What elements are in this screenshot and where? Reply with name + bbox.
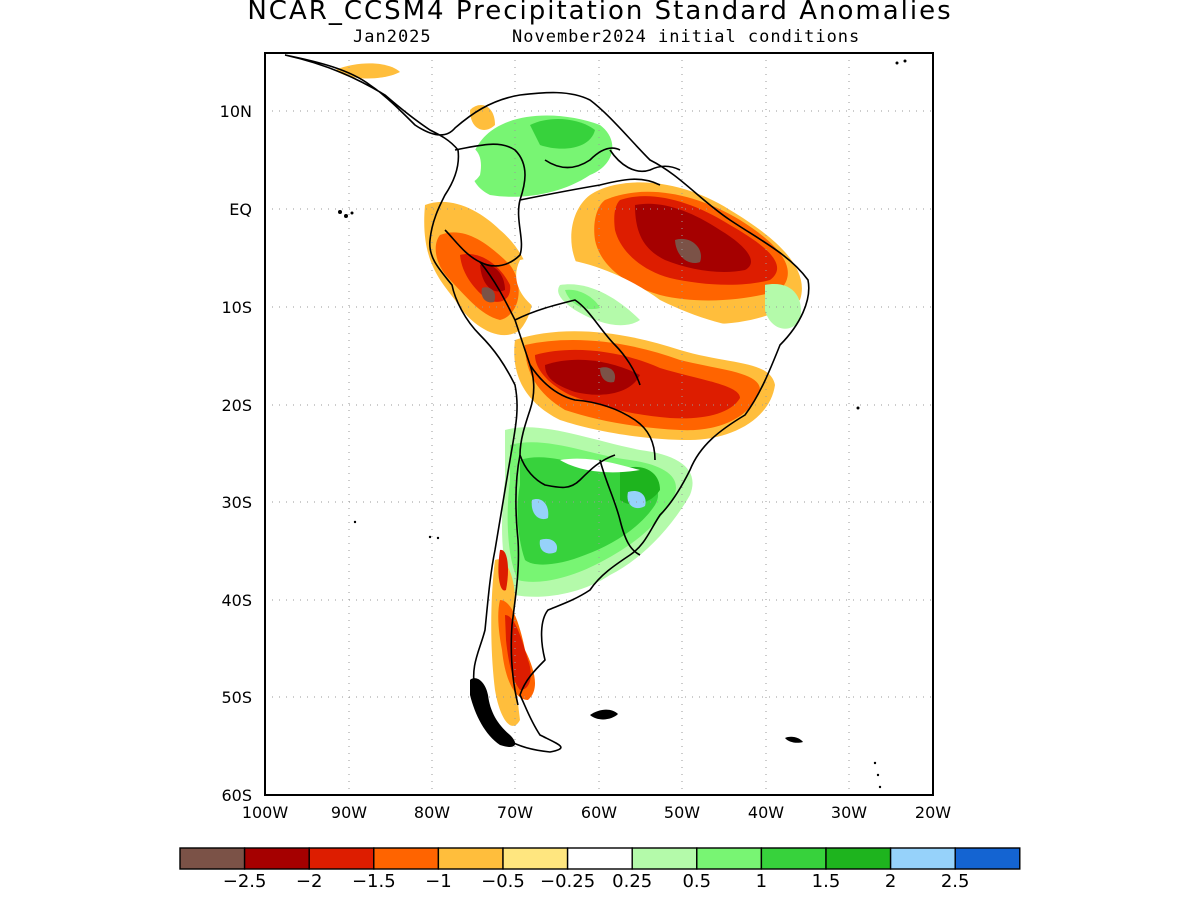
- colorbar-tick-label: −2.5: [222, 871, 267, 892]
- colorbar-swatch: [631, 847, 698, 870]
- colorbar-tick-label: 0.25: [612, 871, 653, 892]
- colorbar-tick-label: −2: [295, 871, 323, 892]
- chart-title: NCAR_CCSM4 Precipitation Standard Anomal…: [247, 0, 953, 26]
- initial-conditions-label: November2024 initial conditions: [512, 27, 861, 47]
- lon-label: 30W: [830, 803, 868, 822]
- lon-label: 40W: [747, 803, 785, 822]
- lat-label: 50S: [221, 688, 252, 707]
- lon-label: 90W: [330, 803, 368, 822]
- colorbar-swatch: [243, 847, 310, 870]
- coastlines: [284, 54, 810, 753]
- colorbar: [179, 847, 1021, 870]
- lat-label: 10S: [221, 298, 252, 317]
- lon-label: 100W: [241, 803, 289, 822]
- valid-month-label: Jan2025: [353, 27, 432, 47]
- lon-label: 70W: [496, 803, 534, 822]
- colorbar-swatch: [889, 847, 956, 870]
- colorbar-swatch: [825, 847, 892, 870]
- anomaly-shading: [335, 63, 802, 726]
- lat-label: EQ: [229, 200, 252, 219]
- colorbar-swatch: [696, 847, 763, 870]
- colorbar-tick-label: −0.5: [481, 871, 525, 892]
- colorbar-swatch: [179, 847, 246, 870]
- colorbar-swatch: [502, 847, 569, 870]
- colorbar-tick-label: −0.25: [540, 871, 596, 892]
- colorbar-swatch: [308, 847, 375, 870]
- lat-label: 60S: [221, 786, 252, 805]
- colorbar-tick-label: −1: [425, 871, 452, 892]
- lat-label: 30S: [221, 493, 252, 512]
- lat-label: 10N: [219, 102, 252, 121]
- lon-label: 60W: [580, 803, 618, 822]
- colorbar-swatch: [373, 847, 440, 870]
- colorbar-tick-label: 2: [884, 871, 897, 892]
- colorbar-tick-label: 1: [755, 871, 768, 892]
- lon-label: 50W: [663, 803, 701, 822]
- colorbar-tick-label: 1.5: [811, 871, 841, 892]
- lon-label: 20W: [914, 803, 952, 822]
- colorbar-tick-label: 0.5: [682, 871, 712, 892]
- graticule: [265, 53, 933, 795]
- colorbar-tick-label: 2.5: [940, 871, 970, 892]
- colorbar-swatch: [566, 847, 633, 870]
- colorbar-swatch: [437, 847, 504, 870]
- islands: [338, 59, 907, 789]
- lat-label: 40S: [221, 591, 252, 610]
- lon-label: 80W: [413, 803, 451, 822]
- lat-label: 20S: [221, 396, 252, 415]
- colorbar-swatch: [954, 847, 1021, 870]
- colorbar-tick-label: −1.5: [351, 871, 396, 892]
- colorbar-swatch: [760, 847, 827, 870]
- map-frame: [264, 52, 934, 796]
